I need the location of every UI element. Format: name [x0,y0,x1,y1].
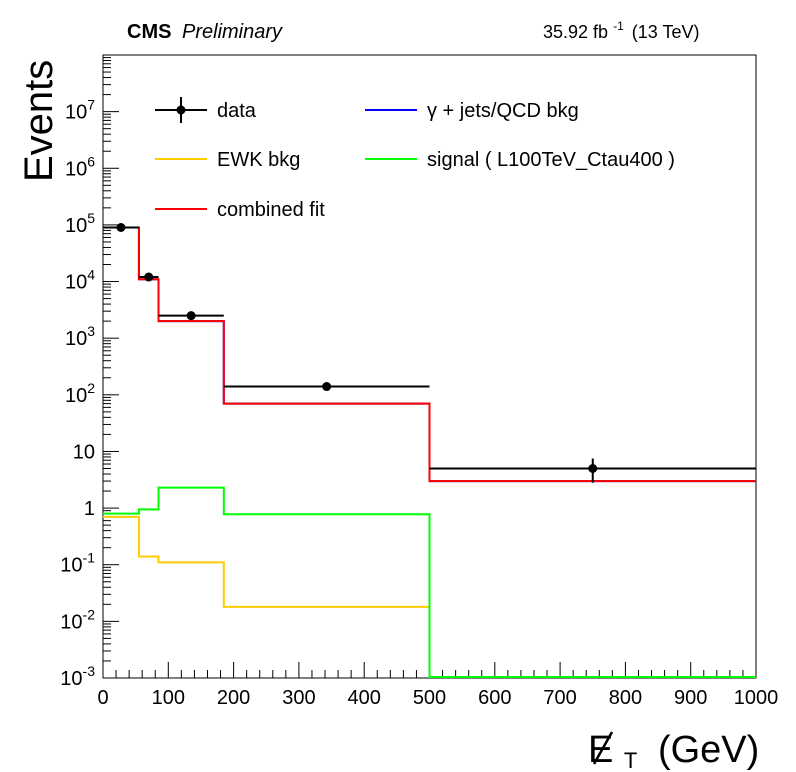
y-tick-label: 10-1 [60,550,95,577]
x-axis-title-slash [592,731,614,765]
y-tick-label: 103 [65,323,95,350]
lumi-value: 35.92 fb [543,22,608,42]
legend-label: EWK bkg [217,149,300,171]
data-point [103,223,139,233]
x-tick-label: 700 [543,687,576,709]
step-line [103,486,756,678]
y-axis-title: Events [17,60,61,182]
y-axis-ticks [103,57,119,679]
series-data [103,223,756,483]
x-tick-label: 100 [152,687,185,709]
y-tick-label: 10-3 [60,663,95,690]
x-tick-label: 1000 [734,687,779,709]
legend-entry: signal ( L100TeV_Ctau400 ) [365,149,675,171]
x-axis-title-unit: (GeV) [658,729,759,771]
plot-area: 0 100 200 300 400 500 600 700 800 900 1000 10-3 10-2… [60,54,778,709]
legend-entry: EWK bkg [155,149,300,171]
x-tick-label: 900 [674,687,707,709]
data-point [223,382,430,392]
x-tick-label: 600 [478,687,511,709]
y-tick-label: 10 [73,441,95,463]
legend-label: γ + jets/QCD bkg [427,100,579,122]
data-marker [588,464,598,474]
x-tick-label: 800 [609,687,642,709]
x-tick-label: 300 [282,687,315,709]
lumi-exponent: -1 [613,19,624,33]
series-signal-l100tev-ctau400 [103,486,756,678]
legend-entry: combined fit [155,199,325,221]
legend-label: signal ( L100TeV_Ctau400 ) [427,149,675,171]
y-tick-label: 105 [65,210,95,237]
y-tick-label: 10-2 [60,606,95,633]
y-tick-label: 1 [84,498,95,520]
x-tick-label: 500 [413,687,446,709]
data-marker [322,382,332,392]
x-tick-label: 400 [348,687,381,709]
x-axis-title: E T (GeV) [588,729,759,772]
y-tick-label: 102 [65,380,95,407]
legend-swatch-marker [176,105,186,115]
legend-label: data [217,100,257,122]
data-marker [186,311,196,321]
data-marker [144,272,154,282]
y-tick-label: 107 [65,97,95,124]
energy-label: (13 TeV) [632,22,700,42]
lumi-label: 35.92 fb -1 (13 TeV) [543,14,699,42]
legend: data γ + jets/QCD bkg EWK bkg signal ( L100… [155,97,675,221]
legend-entry: data [155,97,257,123]
y-tick-labels: 10-3 10-2 10-1 1 10 102 103 104 105 106 107 [60,97,95,690]
x-tick-labels: 0 100 200 300 400 500 600 700 800 900 1000 [97,687,778,709]
legend-label: combined fit [217,199,325,221]
step-line [103,226,756,483]
y-tick-label: 106 [65,153,95,180]
data-marker [116,223,126,233]
x-tick-label: 0 [97,687,108,709]
status-label: Preliminary [182,21,283,43]
x-axis-title-sub: T [624,748,637,772]
header-label: CMS Preliminary [127,21,283,43]
data-point [138,272,159,282]
x-axis-title-main: E T (GeV) [588,729,759,772]
x-tick-label: 200 [217,687,250,709]
data-point [429,458,756,483]
data-point [158,311,224,321]
series-combined-fit [103,226,756,483]
y-tick-label: 104 [65,267,95,294]
experiment-label: CMS [127,21,171,43]
legend-entry: γ + jets/QCD bkg [365,100,579,122]
